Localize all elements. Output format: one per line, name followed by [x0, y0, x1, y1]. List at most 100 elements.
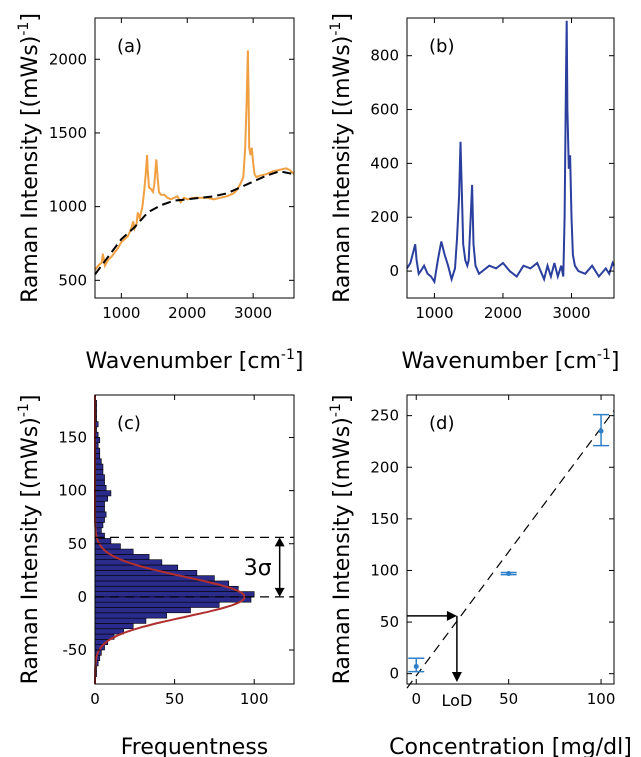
x-tick-label: 100 [240, 690, 269, 708]
histogram-bar [94, 516, 105, 523]
panel-0-axes: 1000 2000 3000 500 1000 1500 2000 Wavenumber [c… [16, 13, 303, 374]
x-axis-title-text: Wavenumber [cm [86, 349, 281, 374]
y-tick-label: 0 [389, 665, 399, 683]
linear-fit-line [406, 410, 615, 689]
histogram-bar [94, 554, 150, 560]
panel-label: (a) [117, 36, 142, 57]
x-tick-label: 2000 [484, 304, 522, 322]
y-axis-title-end: ] [18, 13, 43, 22]
histogram-bar [94, 596, 252, 603]
y-tick-label: 200 [370, 208, 399, 226]
histogram-bar [94, 485, 107, 491]
x-axis-title-text: Wavenumber [cm [402, 349, 597, 374]
x-tick-label: 1000 [415, 304, 453, 322]
y-tick-label: 500 [58, 271, 87, 289]
x-axis-title: Wavenumber [cm-1] [402, 347, 620, 374]
plot-frame [94, 17, 295, 299]
y-tick-label: 1500 [49, 124, 87, 142]
three-sigma-label: 3σ [244, 556, 272, 581]
histogram-bar [94, 570, 198, 576]
panel-2-axes: 0 50 100 -50 0 50 100 150 Frequentness Raman Inte… [16, 394, 295, 757]
panel-label: (c) [117, 413, 141, 434]
histogram-bar [94, 607, 191, 614]
x-axis-title-text: Concentration [mg/dl] [389, 735, 632, 757]
y-tick-label: 150 [58, 429, 87, 447]
x-tick-label: 1000 [102, 304, 140, 322]
y-axis-title-sup: -1 [16, 403, 32, 417]
gaussian-fit-curve [94, 395, 246, 684]
y-tick-label: 1000 [49, 198, 87, 216]
y-tick-label: 400 [370, 154, 399, 172]
histogram-bar [94, 612, 167, 619]
lod-arrow-head-right [446, 610, 457, 621]
y-axis-title: Raman Intensity [(mWs)-1] [328, 13, 355, 303]
three-sigma-arrow-head-up [274, 537, 285, 547]
baseline-fit-line [94, 170, 295, 275]
y-tick-label: 0 [389, 262, 399, 280]
panel-0-data [94, 50, 295, 275]
y-axis-title-sup: -1 [328, 22, 344, 36]
histogram-bar [94, 628, 124, 635]
y-axis-title: Raman Intensity [(mWs)-1] [328, 395, 355, 685]
y-axis-title-text: Raman Intensity [(mWs) [18, 36, 43, 303]
histogram-bar [94, 463, 104, 470]
three-sigma-arrow-head-down [274, 587, 285, 597]
y-tick-label: -50 [63, 641, 88, 659]
y-tick-label: 600 [370, 101, 399, 119]
histogram-bar [94, 601, 220, 608]
y-tick-label: 800 [370, 47, 399, 65]
plot-frame [406, 17, 615, 299]
spectrum-line [94, 50, 295, 271]
histogram-bar [94, 511, 107, 518]
x-axis-title: Concentration [mg/dl] [389, 735, 632, 757]
y-axis-title-end: ] [18, 395, 43, 404]
x-tick-label: 3000 [552, 304, 590, 322]
x-tick-label: 0 [411, 690, 421, 708]
histogram-bar [94, 490, 112, 497]
histogram-bar [94, 469, 104, 475]
y-tick-label: 0 [77, 588, 87, 606]
histogram-bar [94, 474, 105, 481]
y-axis-title: Raman Intensity [(mWs)-1] [16, 395, 43, 685]
x-tick-label: 2000 [168, 304, 206, 322]
histogram-bar [94, 500, 105, 507]
x-tick-label: 50 [499, 690, 518, 708]
y-tick-label: 200 [370, 458, 399, 476]
x-axis-title-end: ] [611, 349, 620, 374]
histogram-bar [94, 617, 147, 624]
y-tick-label: 100 [370, 561, 399, 579]
x-axis-title-end: ] [295, 349, 304, 374]
y-axis-title-text: Raman Intensity [(mWs) [18, 417, 43, 684]
y-tick-label: 50 [380, 613, 399, 631]
x-axis-title-sup: -1 [597, 347, 611, 363]
lod-label: LoD [442, 691, 473, 710]
x-tick-label: 100 [587, 690, 616, 708]
plot-frame [94, 394, 295, 685]
histogram-bar [94, 623, 134, 630]
y-axis-title-sup: -1 [328, 403, 344, 417]
panel-label: (b) [429, 36, 454, 57]
data-point [413, 663, 419, 669]
x-tick-label: 50 [165, 690, 184, 708]
y-tick-label: 250 [370, 407, 399, 425]
histogram-bar [94, 479, 105, 486]
spectrum-line [406, 20, 615, 285]
y-tick-label: 150 [370, 510, 399, 528]
data-point [506, 571, 512, 577]
panel-1-data [406, 20, 615, 285]
panel-3-axes: 0 50 100 0 50 100 150 200 250 Concentration [mg/d… [328, 394, 632, 757]
x-axis-title: Wavenumber [cm-1] [86, 347, 304, 374]
panel-2-data: 3σ [94, 395, 294, 684]
lod-arrow-head-down [451, 672, 462, 682]
histogram-bar [94, 585, 239, 592]
y-axis-title: Raman Intensity [(mWs)-1] [16, 13, 43, 303]
y-axis-title-text: Raman Intensity [(mWs) [330, 36, 355, 303]
x-tick-label: 3000 [234, 304, 272, 322]
y-axis-title-end: ] [330, 395, 355, 404]
panel-3-data: LoD [406, 410, 615, 710]
x-axis-title: Frequentness [121, 735, 269, 757]
histogram-bar [94, 548, 134, 555]
y-axis-title-end: ] [330, 13, 355, 22]
